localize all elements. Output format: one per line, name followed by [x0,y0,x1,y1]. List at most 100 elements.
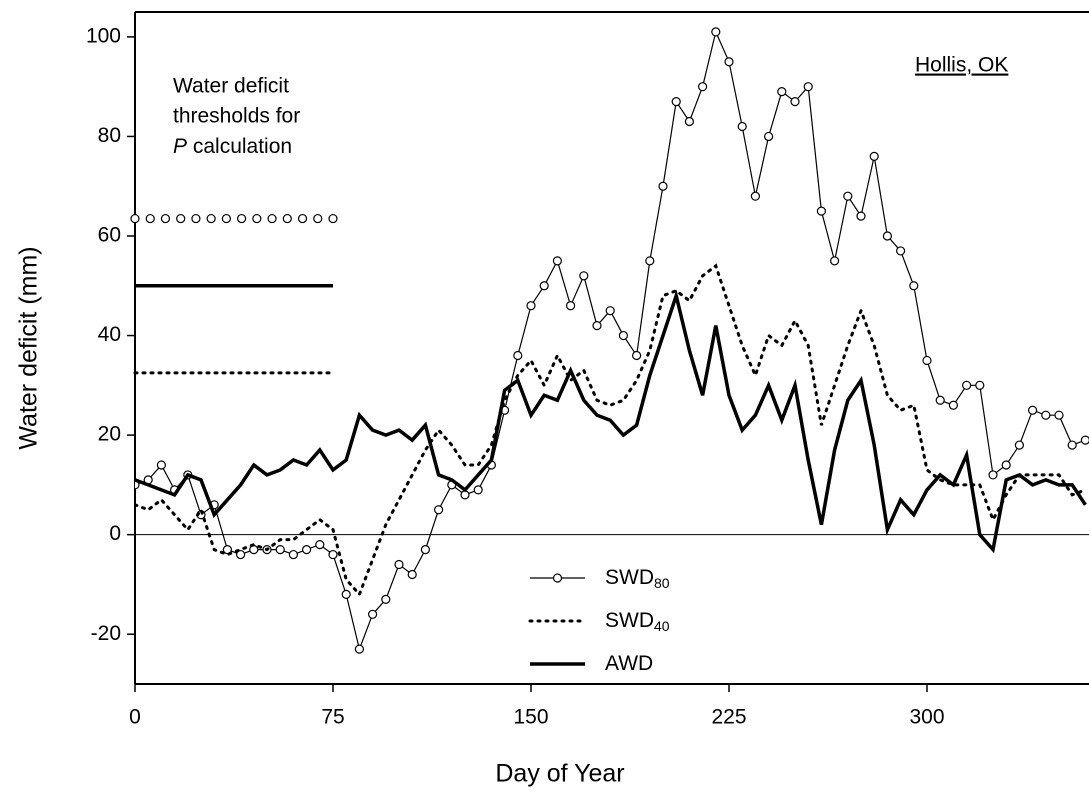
series-marker [552,256,563,266]
reference-marker [176,213,186,224]
y-tick-label: 60 [98,224,121,247]
reference-marker [328,213,338,224]
series-marker [1067,440,1077,450]
series-marker [895,246,906,256]
note-text: calculation [187,135,292,158]
legend-subscript: 40 [654,618,670,634]
reference-marker [191,213,201,224]
reference-marker [297,213,308,224]
series-marker [236,549,246,560]
x-axis-label: Day of Year [495,760,624,788]
series-marker [631,350,642,361]
reference-marker [130,213,140,224]
series-marker [473,485,483,495]
series-marker [354,644,364,654]
series-marker [909,281,919,291]
legend-name: SWD [605,609,654,632]
series-marker [222,544,232,555]
y-tick-label: 100 [86,24,121,47]
reference-marker [145,213,155,224]
series-marker [803,82,813,92]
series-marker [315,540,325,550]
series-marker [539,281,549,291]
series-marker [750,191,761,201]
series-marker [618,330,629,341]
y-tick-label: 40 [98,323,121,346]
series-marker [1054,410,1064,420]
series-marker [816,206,827,216]
series-marker [935,395,945,405]
series-marker [420,544,430,555]
series-marker [882,231,893,241]
series-marker [275,544,285,555]
series-marker [829,256,840,266]
reference-line [130,213,338,224]
x-tick-label: 0 [129,706,141,729]
series-marker [526,301,536,311]
series-marker [763,131,774,142]
series-marker [684,116,695,127]
legend-name: AWD [605,652,653,675]
y-axis-label: Water deficit (mm) [15,246,43,449]
series-marker [368,609,378,619]
series-marker [1027,405,1038,415]
reference-marker [237,213,247,224]
series-marker [645,256,655,266]
series-line [135,263,1087,598]
series-marker [394,559,404,570]
legend-label: SWD40 [605,609,670,634]
series-marker [658,181,668,191]
series-marker [948,400,959,410]
series-marker [1001,460,1011,470]
reference-marker [267,213,277,224]
series-marker [777,87,787,97]
series-marker [407,569,417,580]
series-marker [156,460,166,470]
series-marker [565,301,576,311]
series-marker [381,594,391,604]
series-marker [737,121,747,132]
series-marker [341,589,351,600]
series-marker [605,306,615,316]
legend-name: SWD [605,566,654,589]
series-marker [434,505,444,515]
x-tick-label: 75 [321,706,344,729]
reference-marker [282,213,292,224]
x-tick-label: 225 [711,706,746,729]
x-tick-label: 150 [513,706,548,729]
series-marker [592,321,602,331]
site-label: Hollis, OK [915,54,1008,77]
series-marker [869,151,879,161]
series-marker [328,549,338,560]
series-marker [1041,410,1051,420]
series-marker [1014,440,1025,450]
series-marker [988,470,998,480]
series-marker [922,355,932,366]
reference-marker [313,213,323,224]
series-marker [961,380,972,390]
y-tick-label: 80 [98,124,121,147]
legend-marker [552,573,563,583]
note-italic: P [173,135,187,158]
reference-marker [252,213,262,224]
reference-marker [206,213,216,224]
series-marker [513,350,523,361]
y-tick-label: 20 [98,423,121,446]
y-tick-label: 0 [109,522,121,545]
series-marker [856,211,866,221]
series-line [135,289,1087,554]
series-marker [790,96,800,107]
note-line: thresholds for [173,105,300,128]
series-marker [288,549,298,560]
reference-marker [221,213,231,224]
series-marker [975,380,985,390]
x-tick-label: 300 [909,706,944,729]
reference-marker [160,213,171,224]
note-line: Water deficit [173,75,289,98]
series-marker [711,27,721,37]
series-marker [579,271,589,281]
y-tick-label: -20 [91,622,121,645]
series-marker [1080,435,1089,445]
series-marker [302,544,312,555]
